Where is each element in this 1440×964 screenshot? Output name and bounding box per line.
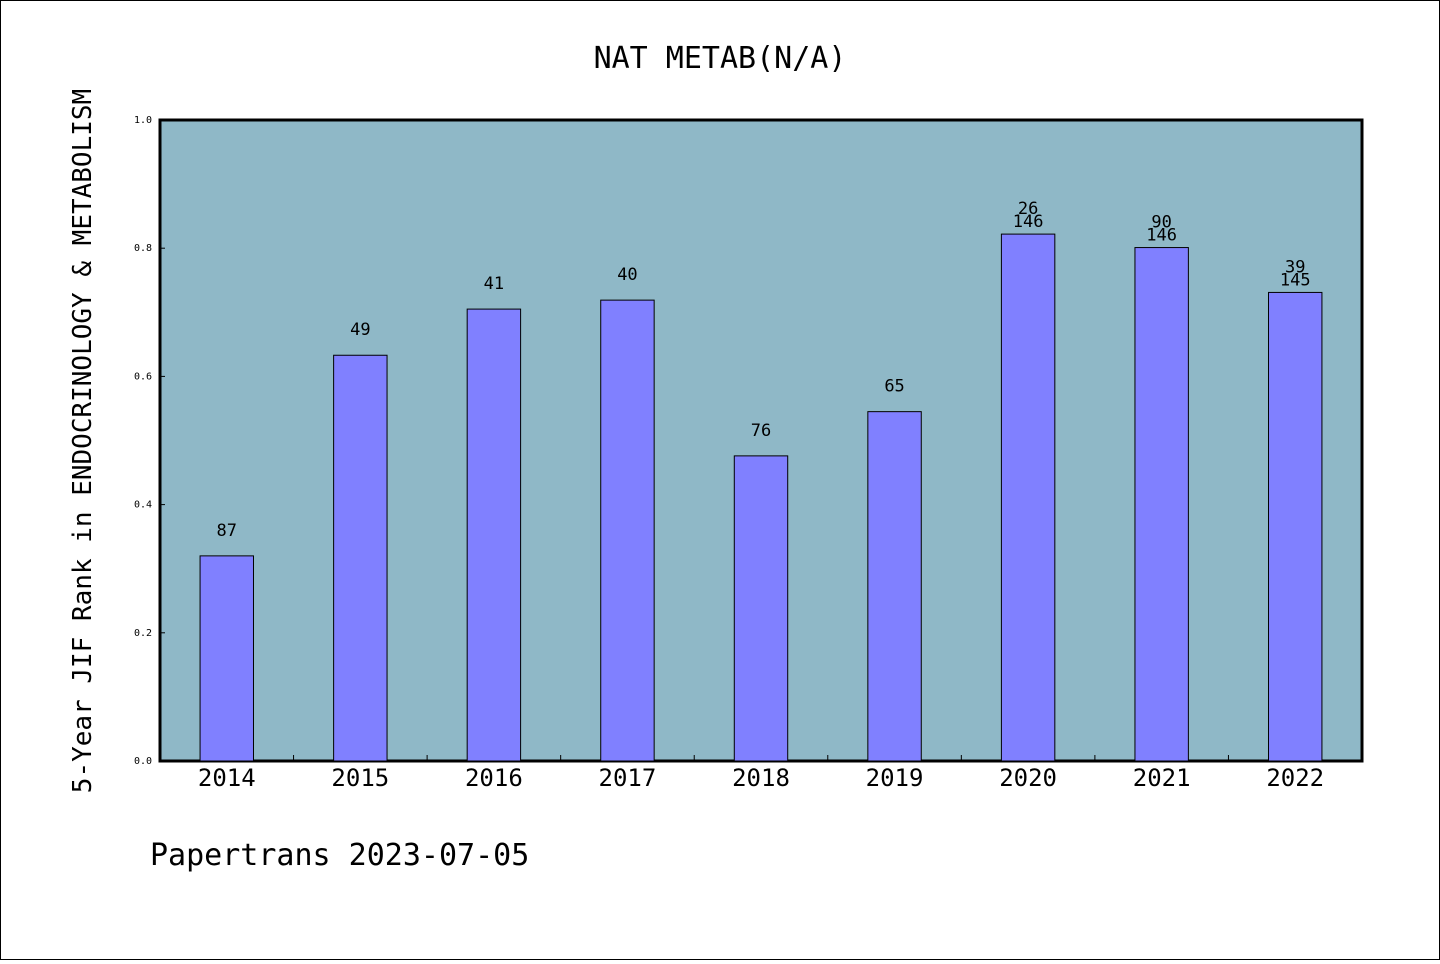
x-tick-label: 2019 [866,764,924,792]
y-tick-label: 1.0 [134,115,152,126]
data-label-rank: 87 [217,521,237,541]
y-tick-label: 0.8 [134,243,152,254]
bar-2020 [1000,233,1056,762]
y-tick-label: 0.4 [134,500,152,511]
y-axis-label: 5-Year JIF Rank in ENDOCRINOLOGY & METAB… [68,89,98,793]
data-label-total: 145 [1280,270,1311,290]
data-label-rank: 41 [484,274,504,294]
bar-2015 [333,354,388,762]
bar-2016 [466,308,522,762]
data-label-rank: 40 [617,265,637,285]
bar-2019 [867,411,922,762]
chart-title: NAT METAB(N/A) [594,41,847,76]
data-label-rank: 76 [751,421,771,441]
y-tick-label: 0.6 [134,371,152,382]
data-label-total: 146 [1013,212,1044,232]
data-label-rank: 26 [1018,199,1038,219]
x-tick-label: 2021 [1133,764,1191,792]
bar-2022 [1268,291,1323,762]
y-tick-label: 0.2 [134,628,152,639]
x-tick-label: 2022 [1266,764,1324,792]
x-tick-label: 2014 [198,764,256,792]
y-tick-label: 0.0 [134,756,152,767]
data-label-rank: 49 [350,320,370,340]
bar-2014 [199,555,254,762]
data-label-rank: 65 [884,377,904,397]
data-label-rank: 90 [1151,213,1171,233]
bar-2017 [600,299,655,762]
bar-2018 [733,455,789,762]
x-tick-label: 2015 [331,764,389,792]
data-label-rank: 39 [1285,257,1305,277]
axes-layer: 0.0 0.2 0.4 0.6 0.8 1.0 2014 2015 2016 2017 2018 20… [134,115,1324,792]
bar-2021 [1134,247,1189,762]
footer-credit: Papertrans 2023-07-05 [150,838,529,873]
data-label-total: 146 [1146,226,1177,246]
x-tick-label: 2016 [465,764,523,792]
x-tick-label: 2017 [599,764,657,792]
x-tick-label: 2020 [999,764,1057,792]
x-tick-label: 2018 [732,764,790,792]
